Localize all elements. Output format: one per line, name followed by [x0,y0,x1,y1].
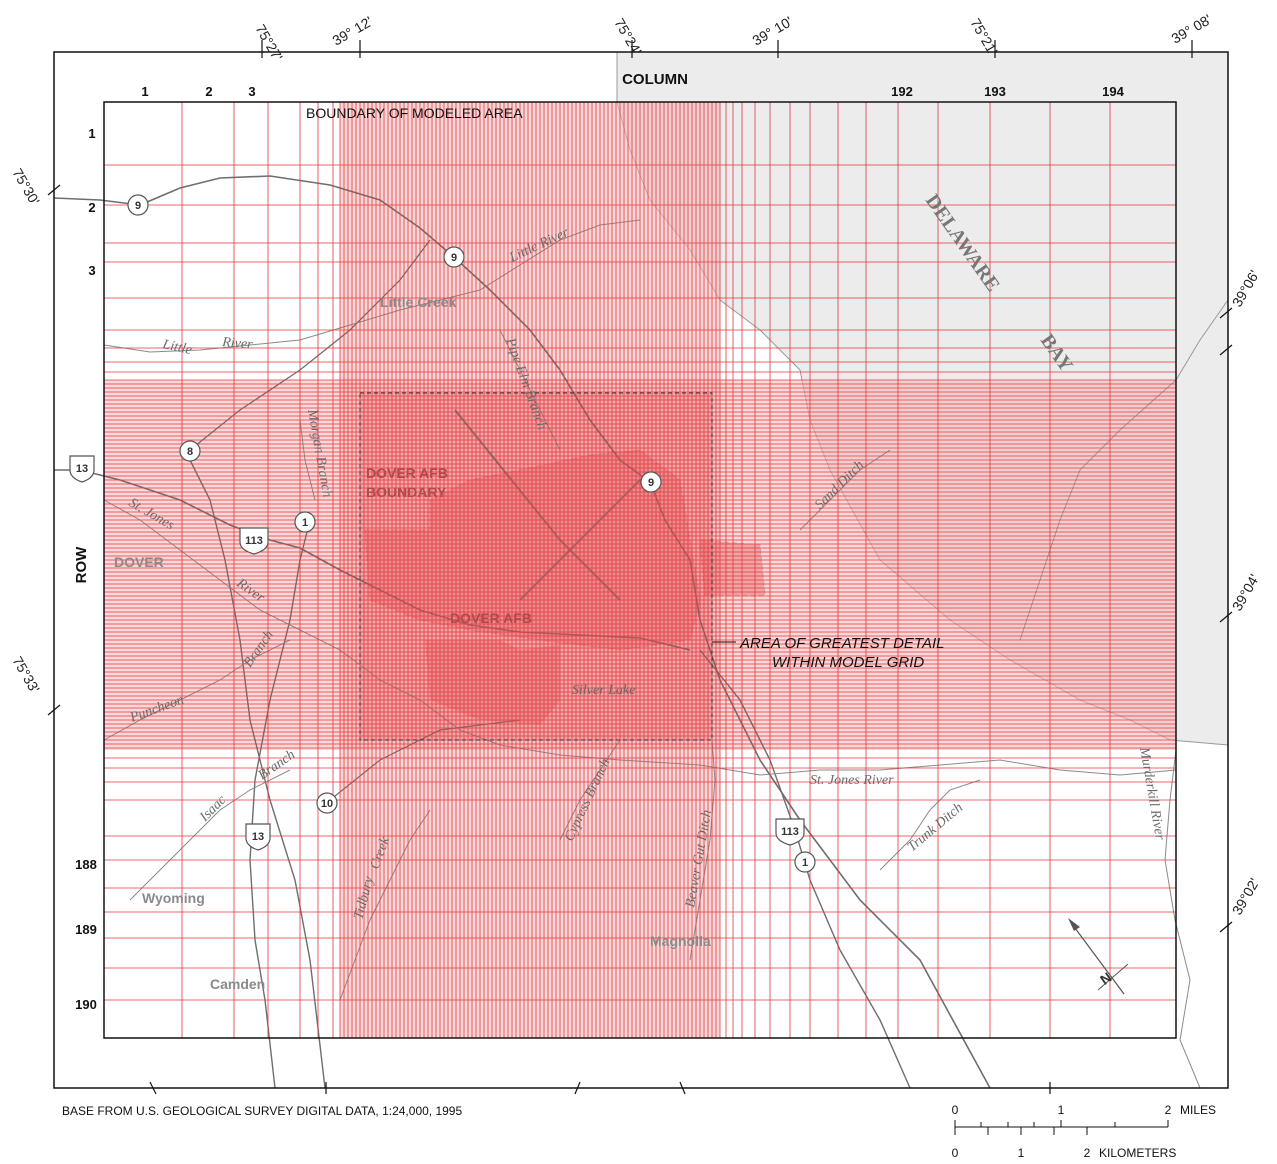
svg-text:8: 8 [187,446,193,458]
river-isaac [129,769,291,901]
river-label-st-jones-river: St. Jones River [810,773,894,788]
route-shield-9-c: 9 [640,471,662,493]
row-number-3: 3 [88,263,95,278]
river-label-isaac: Isaac [197,792,230,825]
river-cypress [559,739,621,841]
svg-text:9: 9 [648,477,654,489]
scale-km-2: 2 [1084,1146,1091,1160]
column-number-192: 192 [891,84,913,99]
svg-text:13: 13 [252,831,264,843]
row-number-189: 189 [75,922,97,937]
column-number-193: 193 [984,84,1006,99]
svg-text:113: 113 [245,535,263,547]
afb-boundary-label-1: DOVER AFB [366,465,448,481]
coord-top-1: 75°27' [252,22,286,64]
route-shield-1-b: 1 [794,851,816,873]
river-pipe-elm [499,329,561,451]
route-shield-8: 8 [179,440,201,462]
scale-miles-unit: MILES [1180,1103,1216,1117]
map-frame [53,51,1229,1089]
route-shield-13-b: 13 [245,823,271,851]
river-label-little: Little [160,337,193,358]
detail-label-2: WITHIN MODEL GRID [772,654,924,671]
column-number-194: 194 [1102,84,1124,99]
afb-boundary-label-2: BOUNDARY [366,484,447,500]
coord-top-4: 39° 10' [750,13,796,49]
row-number-188: 188 [75,857,97,872]
frame-ticks [47,40,1233,1095]
place-magnolia: Magnolia [650,933,711,949]
river-trunk-ditch [879,779,981,871]
detail-label-1: AREA OF GREATEST DETAIL [739,635,945,652]
shoreline-east [1019,299,1228,641]
place-dover: DOVER [114,554,164,570]
svg-text:10: 10 [321,798,333,810]
coord-right-2: 39°04' [1229,571,1263,613]
coord-right-1: 39°06' [1229,267,1263,309]
svg-text:1: 1 [802,857,808,869]
coord-top-6: 39° 08' [1169,11,1215,47]
scale-miles-0: 0 [952,1103,959,1117]
river-label-river: River [221,335,254,353]
route-shield-10: 10 [316,792,338,814]
scale-km-1: 1 [1018,1146,1025,1160]
scale-miles-2: 2 [1165,1103,1172,1117]
svg-text:113: 113 [781,826,799,838]
svg-text:13: 13 [76,463,88,475]
svg-text:N: N [1097,969,1114,988]
river-label-murderkill: Murderkill River [1136,745,1167,842]
coord-right-3: 39°02' [1229,875,1263,917]
column-number-3: 3 [248,84,255,99]
boundary-label: BOUNDARY OF MODELED AREA [306,105,523,121]
route-shield-9-b: 9 [443,246,465,268]
scale-km-0: 0 [952,1146,959,1160]
road-route-8 [189,239,431,451]
svg-text:9: 9 [135,200,141,212]
greatest-detail-box [359,392,713,741]
svg-text:9: 9 [451,252,457,264]
place-little-creek: Little Creek [380,294,456,310]
river-st-jones [103,499,1177,776]
row-number-190: 190 [75,997,97,1012]
coord-left-2: 75°33' [9,654,43,696]
model-grid-lines [104,102,1176,1038]
coord-top-2: 39° 12' [330,13,376,49]
place-wyoming: Wyoming [142,890,205,906]
river-puncheon [103,639,291,741]
column-number-1: 1 [141,84,148,99]
river-label-trunk-ditch: Trunk Ditch [905,800,966,855]
base-source-note: BASE FROM U.S. GEOLOGICAL SURVEY DIGITAL… [62,1104,462,1118]
row-heading: ROW [73,546,90,584]
route-shield-113-b: 113 [775,818,805,846]
column-number-2: 2 [205,84,212,99]
scale-km-unit: KILOMETERS [1099,1146,1176,1160]
coord-left-1: 75°30' [9,166,43,208]
row-number-2: 2 [88,200,95,215]
river-beaver-gut [689,739,716,961]
row-number-1: 1 [88,126,95,141]
route-shield-13-a: 13 [69,455,95,483]
column-heading: COLUMN [622,71,688,88]
route-shield-113-a: 113 [239,527,269,555]
scale-bar [954,1120,1169,1135]
place-camden: Camden [210,976,265,992]
model-boundary-rect [103,101,1177,1039]
river-label-silver-lake: Silver Lake [572,683,635,698]
afb-label: DOVER AFB [450,610,532,626]
route-shield-9-a: 9 [127,194,149,216]
scale-miles-1: 1 [1058,1103,1065,1117]
north-arrow: N [1068,918,1129,995]
svg-text:1: 1 [302,517,308,529]
route-shield-1-a: 1 [294,511,316,533]
